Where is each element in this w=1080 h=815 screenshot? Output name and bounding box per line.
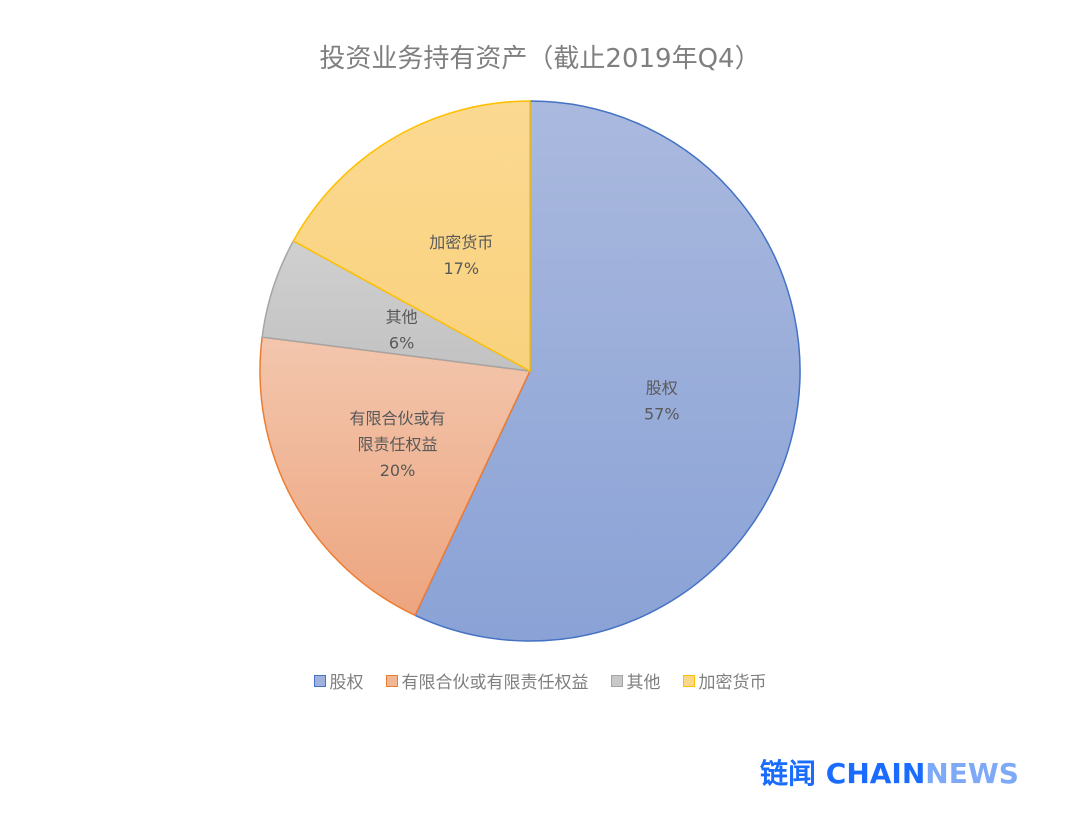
legend-item-equity: 股权 <box>313 668 364 693</box>
data-label-value-0: 57% <box>644 404 680 423</box>
data-label-value-1: 20% <box>380 461 416 480</box>
legend-swatch-equity <box>313 674 326 687</box>
legend-item-crypto: 加密货币 <box>682 668 767 693</box>
pie-slice-3 <box>292 100 531 373</box>
legend-label-lp: 有限合伙或有限责任权益 <box>401 673 589 693</box>
data-label-value-2: 6% <box>389 333 414 352</box>
legend-swatch-crypto <box>682 674 695 687</box>
data-label-value-3: 17% <box>443 259 479 278</box>
legend-item-other: 其他 <box>610 668 661 693</box>
legend-label-crypto: 加密货币 <box>698 673 767 693</box>
data-label-name-1: 有限合伙或有 <box>349 409 445 428</box>
legend-item-lp: 有限合伙或有限责任权益 <box>385 668 589 693</box>
data-label-name-2: 其他 <box>386 307 418 326</box>
data-label-name-0: 股权 <box>646 378 678 397</box>
legend-label-other: 其他 <box>626 673 661 693</box>
legend-label-equity: 股权 <box>329 673 364 693</box>
legend-swatch-lp <box>385 674 398 687</box>
legend-swatch-other <box>610 674 623 687</box>
chainnews-logo: 链闻 CHAINNEWS <box>760 757 1019 790</box>
pie-slice-0 <box>414 100 801 642</box>
data-label-name-1: 限责任权益 <box>357 435 437 454</box>
data-label-name-3: 加密货币 <box>429 233 493 252</box>
pie-slice-1 <box>259 336 532 617</box>
chart-title: 投资业务持有资产（截止2019年Q4） <box>319 44 761 74</box>
legend: 股权 有限合伙或有限责任权益 其他 加密货币 <box>0 668 1080 693</box>
